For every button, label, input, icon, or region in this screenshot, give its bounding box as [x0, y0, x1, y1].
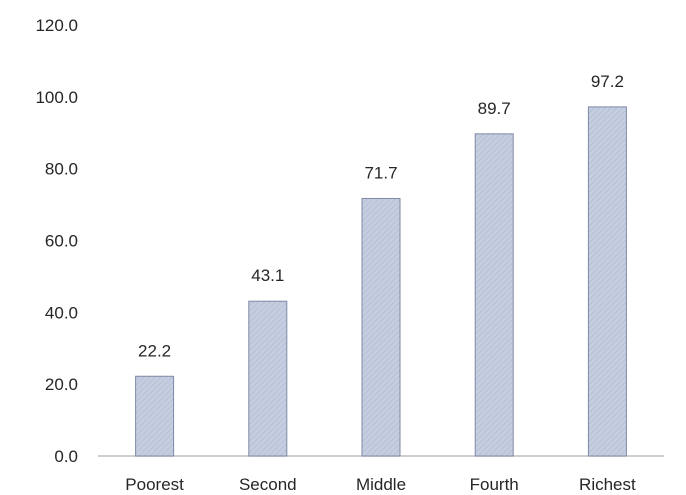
bar-middle: [361, 197, 401, 457]
x-tick-label-middle: Middle: [356, 475, 406, 494]
data-labels: 22.2 43.1 71.7 89.7 97.2: [138, 72, 624, 360]
y-tick-label: 80.0: [45, 160, 78, 179]
y-tick-label: 60.0: [45, 232, 78, 251]
bars: [135, 106, 627, 457]
y-axis-ticks: 0.0 20.0 40.0 60.0 80.0 100.0 120.0: [35, 16, 78, 466]
bar-poorest: [135, 375, 175, 457]
y-tick-label: 20.0: [45, 375, 78, 394]
bar-second: [248, 300, 288, 457]
bar-richest: [587, 106, 627, 457]
x-tick-label-second: Second: [239, 475, 297, 494]
y-tick-label: 100.0: [35, 88, 78, 107]
data-label-fourth: 89.7: [478, 99, 511, 118]
x-axis-categories: Poorest Second Middle Fourth Richest: [125, 475, 636, 494]
y-tick-label: 40.0: [45, 303, 78, 322]
x-tick-label-richest: Richest: [579, 475, 636, 494]
data-label-second: 43.1: [251, 266, 284, 285]
y-tick-label: 0.0: [54, 447, 78, 466]
y-tick-label: 120.0: [35, 16, 78, 35]
x-tick-label-poorest: Poorest: [125, 475, 184, 494]
data-label-poorest: 22.2: [138, 341, 171, 360]
data-label-middle: 71.7: [364, 163, 397, 182]
bar-fourth: [474, 133, 514, 457]
data-label-richest: 97.2: [591, 72, 624, 91]
x-tick-label-fourth: Fourth: [470, 475, 519, 494]
